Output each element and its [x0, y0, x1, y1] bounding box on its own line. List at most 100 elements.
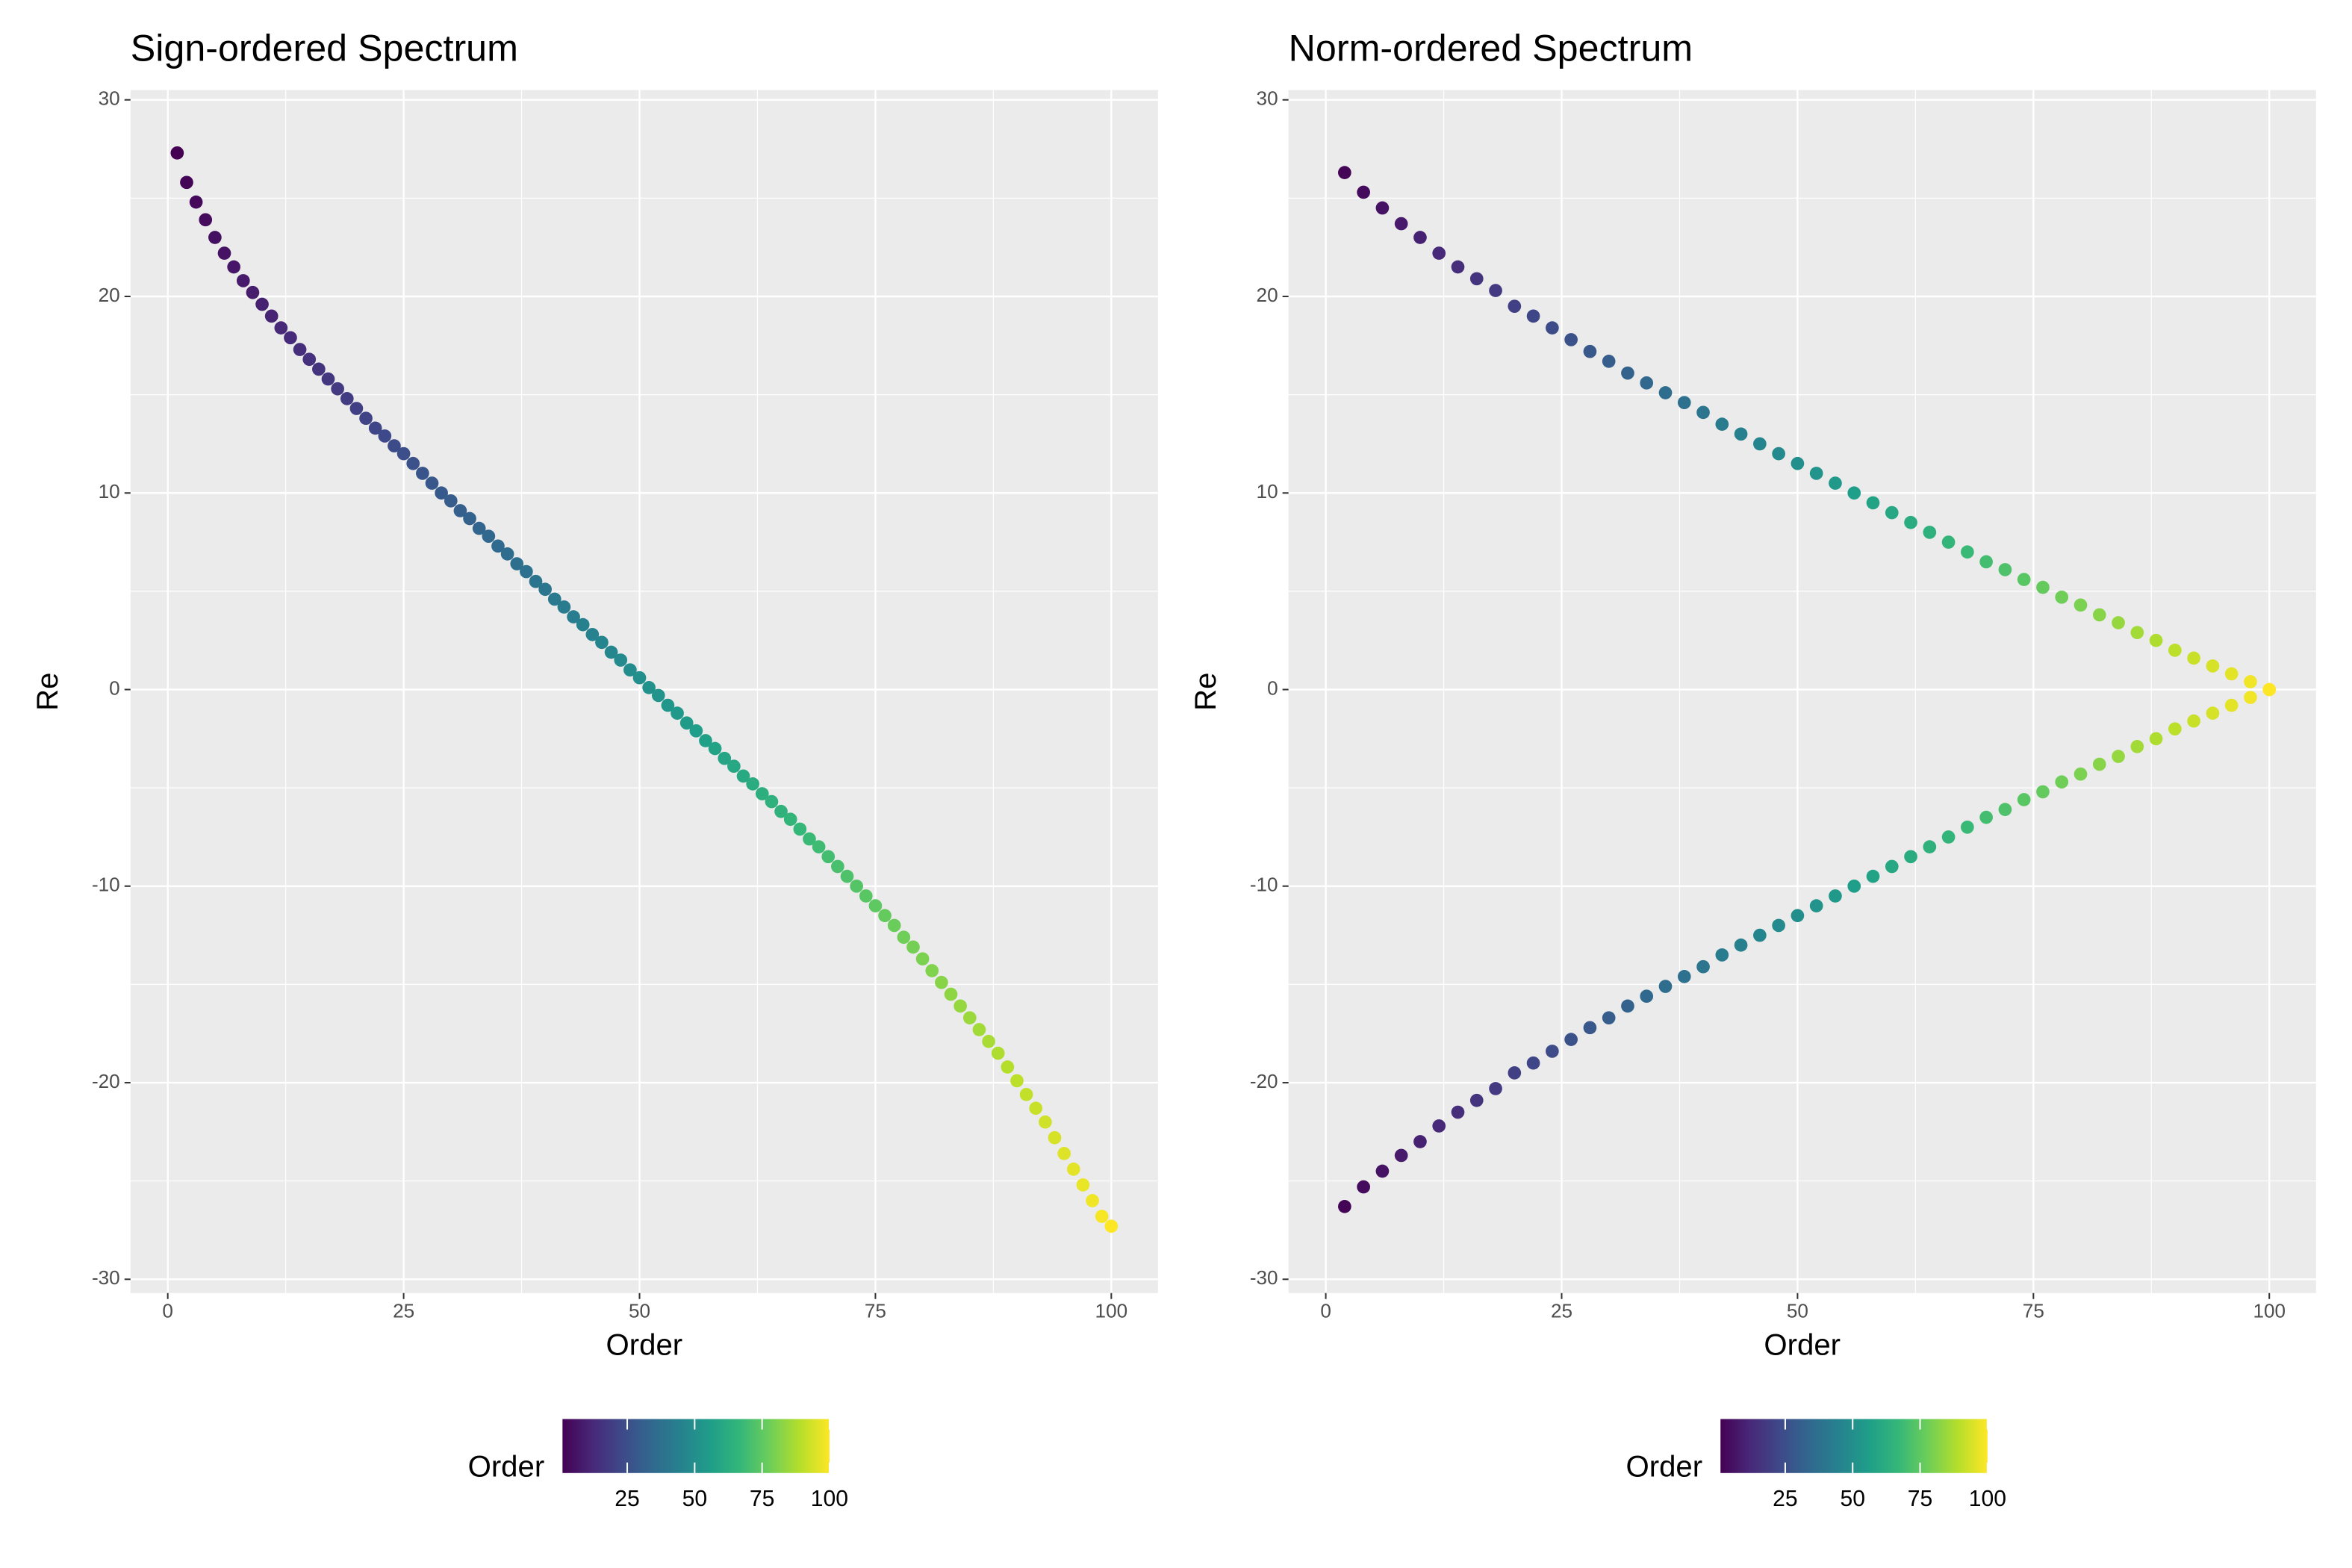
point	[1847, 879, 1861, 893]
y-tick-label: 30	[1257, 87, 1278, 110]
colorbar-tick-label: 75	[1908, 1487, 1933, 1511]
x-tick-label: 100	[2253, 1300, 2286, 1322]
point	[1791, 456, 1805, 470]
point	[1923, 526, 1937, 539]
point	[567, 610, 580, 623]
point	[595, 635, 609, 650]
point	[425, 476, 439, 490]
point	[2092, 757, 2106, 771]
point	[1885, 859, 1899, 874]
y-tick-label: 10	[99, 480, 120, 503]
point	[217, 246, 231, 260]
point	[302, 352, 317, 367]
point	[1029, 1101, 1043, 1116]
point	[632, 671, 647, 685]
point	[1048, 1130, 1062, 1145]
colorbar-tick-label: 50	[682, 1487, 708, 1511]
point	[840, 869, 854, 883]
point	[1451, 1105, 1465, 1119]
point	[859, 889, 873, 903]
point	[1039, 1115, 1052, 1129]
panel: -30 -20 -10 0 10 20 30 0 25 50 75 100 Sign-ordered S…	[31, 28, 1158, 1511]
point	[1413, 231, 1427, 244]
colorbar-tick-label: 25	[615, 1487, 640, 1511]
point	[2130, 626, 2144, 640]
point	[679, 716, 694, 730]
point	[1432, 1119, 1446, 1133]
point	[2092, 608, 2106, 622]
chart-title: Sign-ordered Spectrum	[131, 28, 518, 69]
colorbar-tick-label: 25	[1773, 1487, 1798, 1511]
point	[538, 582, 552, 597]
point	[953, 999, 967, 1013]
point	[312, 362, 326, 376]
point	[1583, 1021, 1597, 1035]
point	[1583, 344, 1597, 358]
y-axis-title: Re	[31, 672, 64, 710]
point	[1076, 1178, 1090, 1192]
point	[2130, 740, 2144, 753]
point	[1809, 467, 1823, 480]
x-tick-label: 75	[865, 1300, 886, 1322]
point	[2036, 785, 2050, 799]
point	[2244, 675, 2257, 688]
point	[331, 382, 344, 396]
point	[227, 260, 240, 274]
point	[1564, 333, 1578, 346]
point	[1866, 496, 1880, 510]
x-tick-label: 50	[1787, 1300, 1808, 1322]
point	[765, 794, 779, 809]
point	[2244, 691, 2257, 704]
point	[284, 331, 297, 345]
point	[1489, 284, 1502, 297]
legend-title: Order	[468, 1449, 545, 1483]
point	[1338, 1200, 1351, 1213]
point	[1961, 545, 1974, 559]
point	[1451, 260, 1465, 274]
point	[1413, 1135, 1427, 1148]
point	[878, 909, 892, 923]
y-tick-label: 0	[1267, 676, 1278, 699]
point	[2149, 633, 2163, 647]
point	[1621, 366, 1634, 380]
point	[1753, 928, 1767, 942]
point	[2073, 598, 2088, 612]
point	[199, 213, 213, 227]
point	[783, 812, 797, 827]
point	[887, 918, 901, 933]
y-tick-label: 20	[99, 284, 120, 306]
point	[435, 486, 448, 500]
point	[1019, 1087, 1033, 1101]
point	[689, 724, 703, 738]
point	[708, 741, 722, 756]
point	[170, 146, 184, 160]
point	[944, 987, 958, 1001]
point	[1677, 970, 1691, 983]
point	[2149, 732, 2163, 746]
x-tick-label: 25	[393, 1300, 414, 1322]
point	[1979, 555, 1993, 569]
y-tick-label: -20	[92, 1070, 120, 1092]
colorbar	[1720, 1419, 1988, 1473]
point	[897, 930, 911, 945]
point	[2168, 722, 2182, 736]
x-tick-label: 75	[2023, 1300, 2044, 1322]
point	[1104, 1219, 1119, 1233]
point	[189, 195, 203, 209]
point	[453, 504, 467, 517]
point	[1546, 321, 1559, 335]
point	[293, 343, 307, 356]
point	[1357, 1180, 1370, 1194]
point	[585, 627, 600, 641]
point	[1640, 376, 1654, 390]
point	[1923, 840, 1937, 853]
colorbar	[562, 1419, 830, 1473]
point	[1394, 217, 1408, 231]
point	[1508, 1066, 1522, 1080]
panel: -30 -20 -10 0 10 20 30 0 25 50 75 100 Norm-ordered S…	[1189, 28, 2316, 1511]
point	[2168, 644, 2182, 657]
x-tick-label: 25	[1551, 1300, 1572, 1322]
point	[1658, 980, 1673, 993]
point	[472, 521, 486, 535]
point	[180, 175, 193, 190]
